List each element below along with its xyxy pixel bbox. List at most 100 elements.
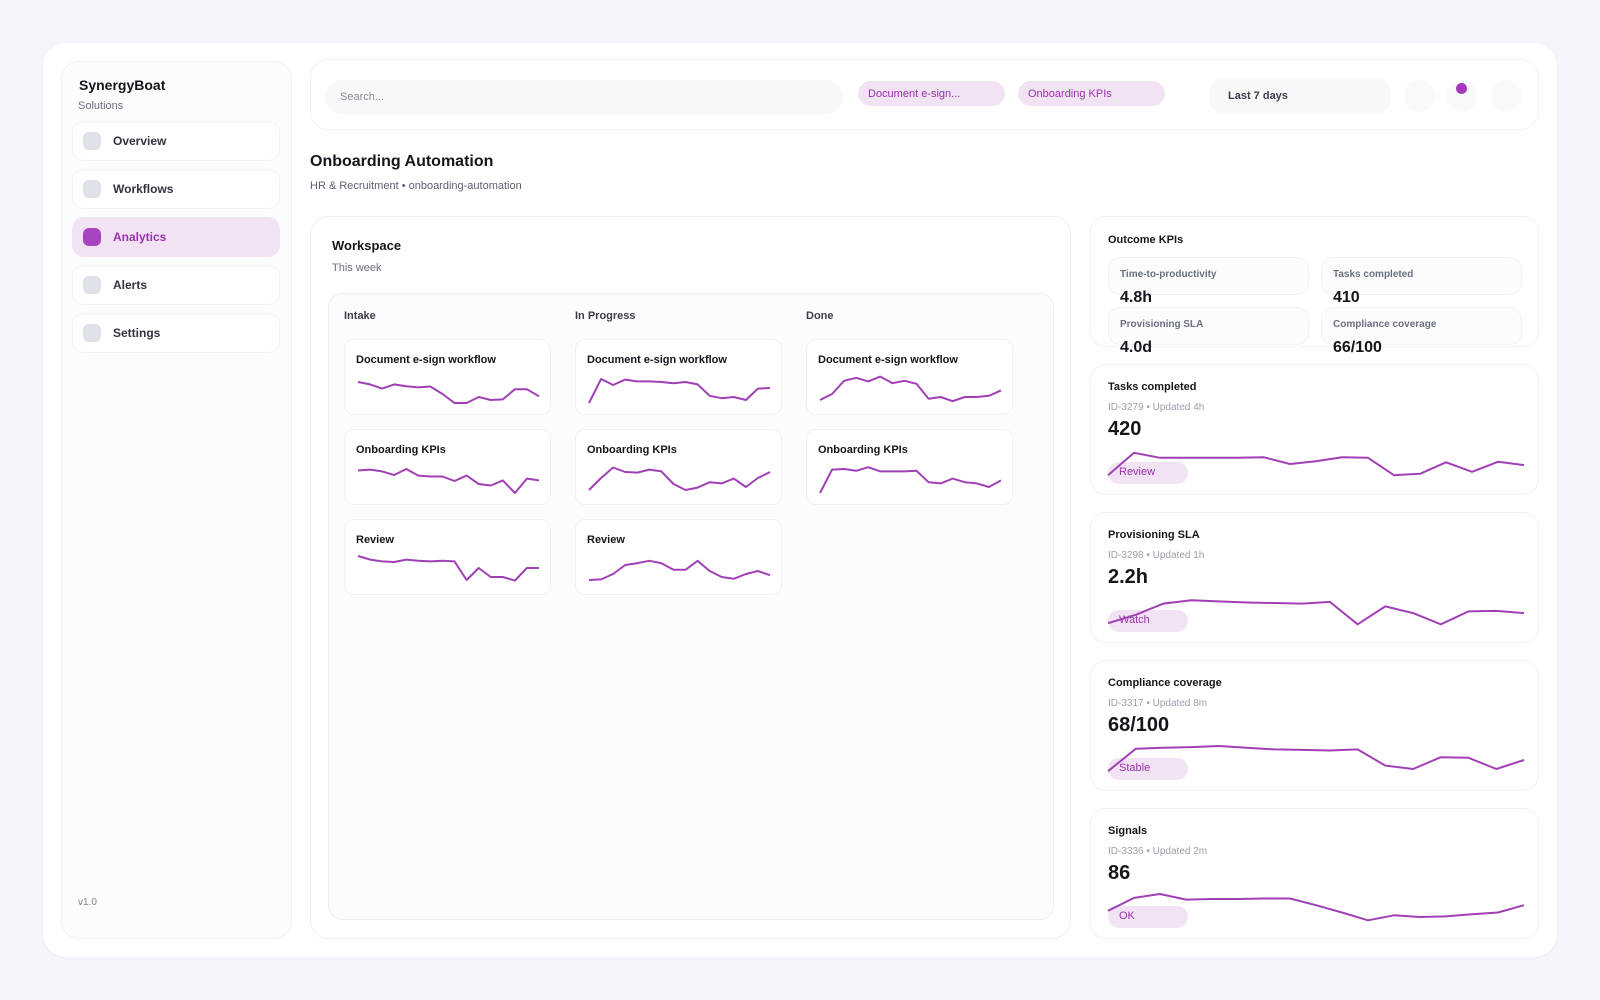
kpi-value: 66/100 [1333,339,1382,356]
sidebar-item-label: Alerts [113,278,148,292]
sidebar-item-label: Analytics [113,230,167,244]
sparkline [588,378,771,404]
sparkline-path [357,381,540,404]
metric-title: Signals [1108,825,1148,837]
kpi-value: 4.0d [1120,339,1153,356]
metric-meta: ID-3317 • Updated 8m [1108,698,1208,709]
sidebar-item-analytics[interactable]: Analytics [72,217,280,257]
search-input[interactable] [325,80,843,114]
sparkline [588,466,771,491]
version-label: v1.0 [78,897,97,908]
sparkline [1107,599,1525,626]
kpi-label: Tasks completed [1333,269,1414,280]
kpi-label: Time-to-productivity [1120,269,1217,280]
breadcrumb: HR & Recruitment • onboarding-automation [310,180,522,192]
kpi-tile [1108,257,1309,295]
workflow-card[interactable]: Onboarding KPIs [344,429,551,505]
metric-value: 420 [1108,418,1142,440]
icon-button[interactable] [1404,80,1435,112]
sparkline [819,375,1002,403]
card-title: Onboarding KPIs [818,444,908,456]
sparkline [1107,893,1525,922]
sparkline-path [819,466,1002,494]
sparkline-path [1107,599,1525,626]
metric-title: Tasks completed [1108,381,1197,393]
metric-meta: ID-3279 • Updated 4h [1108,402,1205,413]
sidebar-item-alerts[interactable]: Alerts [72,265,280,305]
sparkline [1107,745,1525,772]
metric-value: 86 [1108,862,1131,884]
column-header: In Progress [575,310,636,322]
kpi-value: 4.8h [1120,289,1153,306]
square-icon [83,228,101,246]
status-badge: OK [1108,906,1188,928]
sparkline [819,466,1002,494]
metric-meta: ID-3298 • Updated 1h [1108,550,1205,561]
outcome-kpis-title: Outcome KPIs [1108,234,1184,246]
card-title: Document e-sign workflow [818,354,958,366]
brand-subtitle: Solutions [78,100,124,112]
sparkline [357,381,540,404]
sparkline [588,559,771,581]
page-title: Onboarding Automation [310,153,494,170]
sparkline [357,468,540,494]
square-icon [83,132,101,150]
card-title: Review [587,534,625,546]
brand-name: SynergyBoat [79,77,166,93]
status-badge: Review [1108,462,1188,484]
workflow-card[interactable]: Document e-sign workflow [575,339,782,415]
filter-chip-document-esign[interactable]: Document e-sign... [858,81,1005,106]
sparkline-path [1107,451,1525,477]
sparkline-path [588,559,771,581]
sidebar-item-settings[interactable]: Settings [72,313,280,353]
card-title: Document e-sign workflow [587,354,727,366]
card-title: Onboarding KPIs [356,444,446,456]
sidebar-item-label: Settings [113,326,161,340]
sidebar-item-label: Workflows [113,182,174,196]
sparkline [357,555,539,582]
card-title: Document e-sign workflow [356,354,496,366]
date-range-select[interactable]: Last 7 days [1209,79,1391,113]
workflow-card[interactable]: Onboarding KPIs [806,429,1013,505]
metric-value: 68/100 [1108,714,1170,736]
workflow-card[interactable]: Review [575,519,782,595]
kpi-tile [1321,257,1522,295]
workflow-card[interactable]: Review [344,519,551,595]
kpi-label: Provisioning SLA [1120,319,1204,330]
kpi-label: Compliance coverage [1333,319,1437,330]
avatar[interactable] [1490,80,1521,112]
square-icon [83,180,101,198]
sparkline-path [357,555,539,582]
sparkline-path [588,466,771,491]
sparkline-path [1107,745,1525,772]
sparkline-path [357,468,540,494]
sparkline-path [588,378,771,404]
metric-title: Provisioning SLA [1108,529,1200,541]
square-icon [83,324,101,342]
kpi-tile [1321,307,1522,345]
sparkline-path [819,375,1002,403]
filter-chip-onboarding-kpis[interactable]: Onboarding KPIs [1018,81,1165,106]
column-header: Done [806,310,834,322]
metric-meta: ID-3336 • Updated 2m [1108,846,1208,857]
sidebar-item-label: Overview [113,134,167,148]
column-header: Intake [344,310,376,322]
metric-title: Compliance coverage [1108,677,1222,689]
workflow-card[interactable]: Document e-sign workflow [344,339,551,415]
sidebar-item-overview[interactable]: Overview [72,121,280,161]
workflow-card[interactable]: Onboarding KPIs [575,429,782,505]
workspace-title: Workspace [332,238,402,253]
kpi-tile [1108,307,1309,345]
kpi-value: 410 [1333,289,1360,306]
status-badge: Stable [1108,758,1188,780]
workspace-subtitle: This week [332,262,382,274]
sparkline [1107,451,1525,477]
metric-value: 2.2h [1108,566,1149,588]
sparkline-path [1107,893,1525,922]
workflow-card[interactable]: Document e-sign workflow [806,339,1013,415]
sidebar-item-workflows[interactable]: Workflows [72,169,280,209]
card-title: Review [356,534,394,546]
notification-dot-icon [1456,83,1467,94]
card-title: Onboarding KPIs [587,444,677,456]
square-icon [83,276,101,294]
